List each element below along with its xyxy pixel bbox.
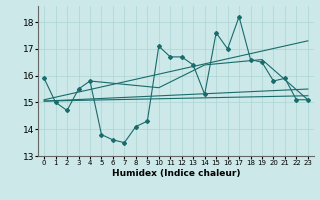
X-axis label: Humidex (Indice chaleur): Humidex (Indice chaleur): [112, 169, 240, 178]
